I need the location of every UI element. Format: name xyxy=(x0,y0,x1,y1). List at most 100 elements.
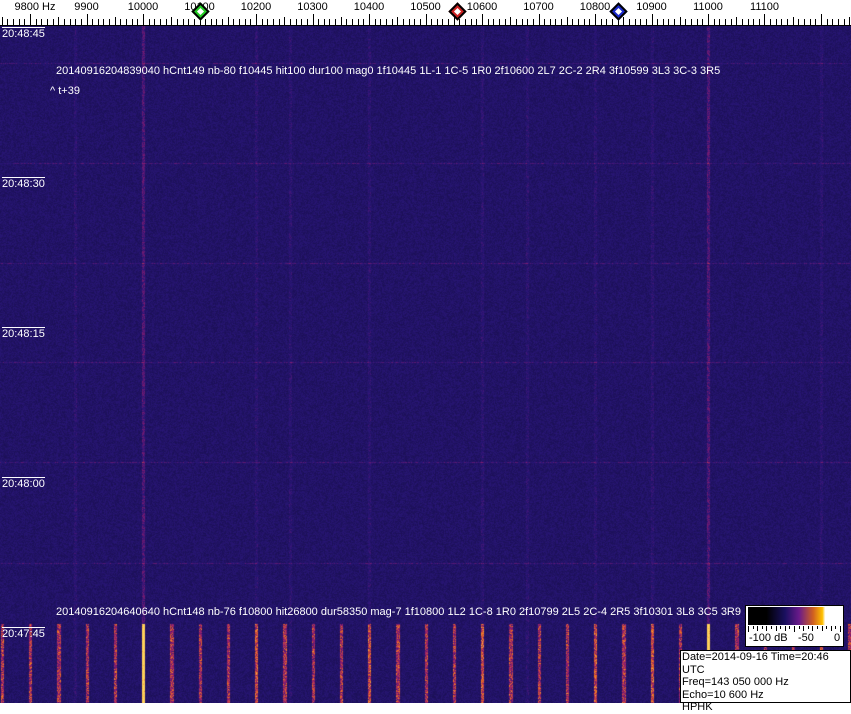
axis-tick xyxy=(369,14,370,26)
axis-tick xyxy=(595,14,596,26)
axis-tick-label: 10300 xyxy=(297,1,328,13)
colorbar-tick xyxy=(798,626,800,629)
time-label: 20:48:00 xyxy=(2,477,45,490)
axis-tick xyxy=(2,17,3,26)
axis-tick xyxy=(442,19,443,26)
axis-tick xyxy=(635,19,636,26)
axis-tick xyxy=(736,17,737,26)
axis-tick xyxy=(318,19,319,26)
axis-tick-label: 11100 xyxy=(750,1,779,13)
axis-tick xyxy=(256,14,257,26)
colorbar-tick xyxy=(840,626,841,632)
axis-tick xyxy=(804,19,805,26)
axis-tick xyxy=(143,14,144,26)
axis-tick xyxy=(137,19,138,26)
axis-tick xyxy=(7,19,8,26)
colorbar-tick xyxy=(766,626,768,631)
axis-tick xyxy=(120,19,121,26)
axis-tick xyxy=(493,19,494,26)
axis-tick xyxy=(471,19,472,26)
axis-tick xyxy=(810,19,811,26)
colorbar-tick xyxy=(817,626,818,629)
axis-tick xyxy=(126,19,127,26)
axis-tick xyxy=(454,17,455,26)
axis-tick xyxy=(250,19,251,26)
axis-tick xyxy=(267,19,268,26)
info-frequency: Freq=143 050 000 Hz xyxy=(682,676,789,688)
axis-tick xyxy=(205,19,206,26)
axis-tick xyxy=(691,19,692,26)
axis-tick xyxy=(516,19,517,26)
axis-tick xyxy=(584,19,585,26)
axis-tick xyxy=(719,19,720,26)
axis-tick xyxy=(403,19,404,26)
colorbar-tick xyxy=(835,626,837,629)
axis-tick xyxy=(233,19,234,26)
colorbar-tick xyxy=(826,626,828,629)
axis-unit-label: 9800 Hz xyxy=(14,1,56,13)
colorbar-tick xyxy=(784,626,786,631)
axis-tick xyxy=(697,19,698,26)
axis-tick xyxy=(358,19,359,26)
detection-time-offset: ^ t+39 xyxy=(50,85,80,97)
colorbar-label: -50 xyxy=(798,632,814,644)
waterfall-spectrogram[interactable] xyxy=(0,26,851,703)
axis-tick xyxy=(623,17,624,26)
colorbar-tick xyxy=(752,626,754,629)
colorbar-label: -100 dB xyxy=(749,632,788,644)
axis-tick xyxy=(414,19,415,26)
axis-tick-label: 10700 xyxy=(523,1,554,13)
color-scale: -100 dB -50 0 xyxy=(745,605,844,647)
colorbar-tick xyxy=(771,626,772,629)
axis-tick xyxy=(827,19,828,26)
axis-tick xyxy=(335,19,336,26)
axis-tick xyxy=(380,19,381,26)
axis-tick xyxy=(13,19,14,26)
axis-tick xyxy=(618,19,619,26)
axis-tick-label: 9900 xyxy=(74,1,99,13)
axis-tick xyxy=(171,17,172,26)
axis-tick xyxy=(87,14,88,26)
axis-tick xyxy=(324,19,325,26)
axis-tick xyxy=(725,19,726,26)
axis-tick xyxy=(273,19,274,26)
axis-tick xyxy=(798,19,799,26)
axis-tick xyxy=(290,19,291,26)
axis-tick-label: 10800 xyxy=(579,1,611,13)
axis-tick xyxy=(652,14,653,26)
axis-tick xyxy=(352,19,353,26)
info-date-time: Date=2014-09-16 Time=20:46 UTC xyxy=(682,651,829,676)
axis-tick xyxy=(476,19,477,26)
axis-tick xyxy=(459,19,460,26)
axis-tick xyxy=(313,14,314,26)
axis-tick xyxy=(742,19,743,26)
axis-tick xyxy=(578,19,579,26)
red-marker-icon[interactable] xyxy=(447,2,467,21)
axis-tick xyxy=(346,19,347,26)
axis-tick xyxy=(646,19,647,26)
axis-tick xyxy=(781,19,782,26)
axis-tick xyxy=(284,17,285,26)
axis-tick-label: 10400 xyxy=(353,1,385,13)
axis-tick xyxy=(329,19,330,26)
axis-tick xyxy=(81,19,82,26)
colorbar-tick xyxy=(789,626,791,629)
axis-tick xyxy=(663,19,664,26)
colorbar-tick xyxy=(780,626,782,629)
axis-tick xyxy=(629,19,630,26)
axis-tick xyxy=(279,19,280,26)
axis-tick xyxy=(375,19,376,26)
colorbar-tick xyxy=(803,626,805,631)
axis-tick xyxy=(572,19,573,26)
axis-tick xyxy=(844,19,845,26)
axis-tick xyxy=(53,19,54,26)
axis-tick xyxy=(341,17,342,26)
axis-tick xyxy=(262,19,263,26)
axis-tick xyxy=(188,19,189,26)
axis-tick xyxy=(211,19,212,26)
axis-tick xyxy=(522,19,523,26)
axis-tick xyxy=(702,19,703,26)
blue-marker-icon[interactable] xyxy=(608,2,628,21)
axis-tick xyxy=(550,19,551,26)
axis-tick xyxy=(58,17,59,26)
